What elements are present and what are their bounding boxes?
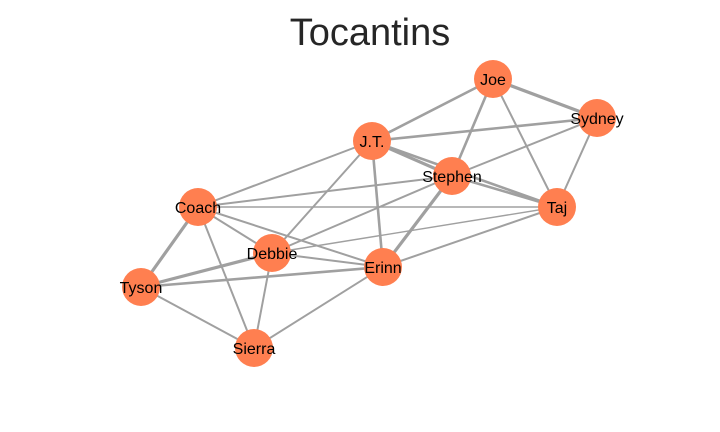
edge-stephen-erinn	[381, 174, 454, 269]
nodes-layer: Joe Sydney J.T. Stephen Taj Coach Debbie Erinn T…	[120, 60, 624, 367]
node-sierra: Sierra	[233, 329, 276, 367]
node-circle-stephen	[433, 157, 471, 195]
node-circle-coach	[179, 188, 217, 226]
node-coach: Coach	[175, 188, 221, 226]
edge-stephen-coach	[197, 175, 453, 208]
node-circle-taj	[538, 188, 576, 226]
node-label-coach: Coach	[175, 200, 221, 217]
node-erinn: Erinn	[364, 248, 402, 286]
node-label-sierra: Sierra	[233, 341, 276, 358]
edge-taj-debbie	[271, 206, 558, 254]
edge-tyson-debbie	[139, 251, 274, 289]
node-stephen: Stephen	[422, 157, 482, 195]
node-tyson: Tyson	[120, 268, 163, 306]
edge-tyson-erinn	[139, 265, 385, 289]
edge-jt-erinn	[370, 139, 385, 269]
node-circle-tyson	[122, 268, 160, 306]
edge-sydney-stephen	[451, 117, 598, 177]
node-circle-sierra	[235, 329, 273, 367]
node-circle-sydney	[578, 99, 616, 137]
node-taj: Taj	[538, 188, 576, 226]
node-circle-erinn	[364, 248, 402, 286]
edge-tyson-sierra	[140, 286, 255, 349]
edges-layer	[139, 77, 599, 349]
node-label-erinn: Erinn	[364, 260, 401, 277]
node-label-stephen: Stephen	[422, 169, 482, 186]
edge-erinn-sierra	[253, 266, 384, 349]
node-joe: Joe	[474, 60, 512, 98]
node-label-joe: Joe	[480, 72, 506, 89]
edge-sydney-jt	[370, 116, 599, 143]
node-label-jt: J.T.	[360, 134, 385, 151]
node-circle-jt	[353, 122, 391, 160]
edge-taj-erinn	[382, 206, 558, 268]
edge-joe-jt	[370, 77, 495, 143]
node-label-tyson: Tyson	[120, 280, 163, 297]
diagram-title: Tocantins	[290, 12, 451, 54]
node-sydney: Sydney	[570, 99, 624, 137]
node-label-sydney: Sydney	[570, 111, 623, 128]
node-circle-debbie	[253, 234, 291, 272]
node-label-debbie: Debbie	[247, 246, 298, 263]
node-label-taj: Taj	[547, 200, 567, 217]
edge-coach-erinn	[197, 206, 384, 268]
node-debbie: Debbie	[247, 234, 298, 272]
node-circle-joe	[474, 60, 512, 98]
edge-coach-sierra	[197, 206, 255, 349]
edge-joe-taj	[492, 78, 558, 208]
edge-jt-debbie	[271, 140, 373, 254]
edge-jt-coach	[197, 140, 373, 208]
node-jt: J.T.	[353, 122, 391, 160]
